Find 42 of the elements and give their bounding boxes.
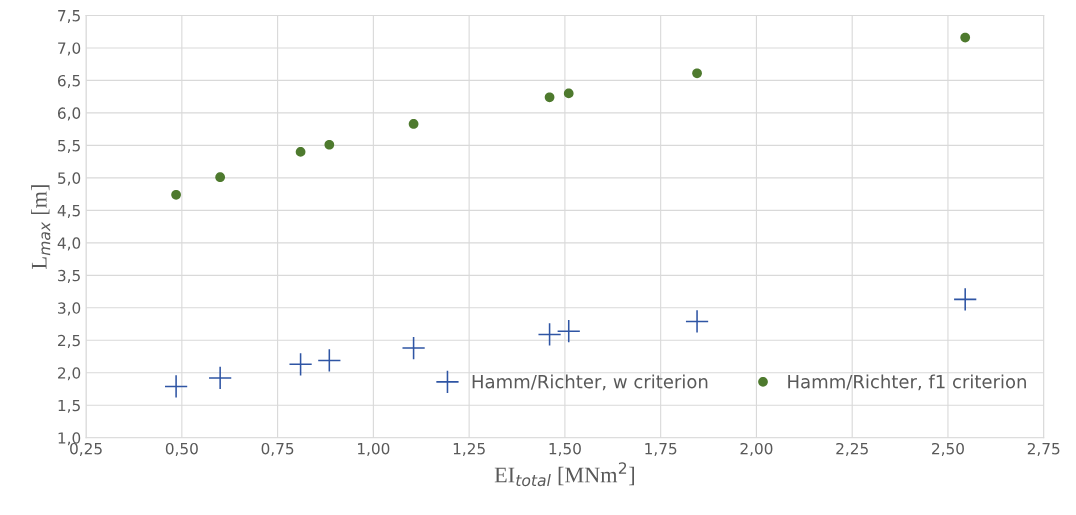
point (685, 310, 709, 333)
y-tick-label: 3,5 (58, 269, 80, 283)
point (215, 172, 226, 183)
point (563, 88, 574, 99)
x-tick-label: 2,50 (932, 442, 964, 456)
x-tick-label: 1,50 (549, 442, 581, 456)
point (960, 32, 971, 43)
point (209, 366, 232, 390)
y-axis-title: L$_{max}$ [m] (31, 185, 51, 269)
point (164, 375, 188, 398)
y-tick-label: 2,5 (58, 334, 80, 348)
x-tick-label: 1,75 (645, 443, 677, 456)
point (171, 189, 181, 200)
y-tick-label: 6,5 (57, 74, 80, 88)
x-tick-label: 0,50 (165, 442, 198, 456)
y-tick-label: 3,0 (58, 302, 81, 316)
x-tick-label: 1,25 (453, 442, 485, 456)
y-tick-label: 6,0 (57, 107, 81, 121)
legend-label: Hamm/Richter, f1 criterion (788, 374, 1026, 391)
y-tick-label: 5,5 (58, 140, 80, 153)
y-tick-label: 7,5 (58, 10, 80, 24)
legend-label: Hamm/Richter, w criterion (472, 374, 708, 391)
x-tick-label: 0,75 (261, 442, 294, 456)
point (692, 68, 702, 79)
y-tick-label: 7,0 (58, 42, 81, 56)
x-tick-label: 2,25 (836, 442, 868, 456)
point (557, 320, 580, 343)
y-tick-label: 5,0 (58, 172, 81, 186)
point (544, 92, 555, 103)
y-tick-label: 1,5 (58, 399, 80, 413)
x-tick-label: 2,75 (1027, 442, 1060, 456)
y-tick-label: 2,0 (58, 367, 81, 381)
point (408, 119, 419, 129)
x-axis-title: EI$_{total}$ [MNm$^{2}$] (494, 462, 634, 487)
point (324, 139, 335, 150)
point (402, 336, 425, 360)
point (954, 288, 977, 311)
y-tick-label: 4,5 (57, 205, 80, 218)
x-tick-label: 2,00 (740, 442, 773, 456)
y-tick-label: 4,0 (57, 237, 81, 251)
x-tick-label: 1,00 (358, 442, 390, 456)
point (295, 147, 306, 157)
